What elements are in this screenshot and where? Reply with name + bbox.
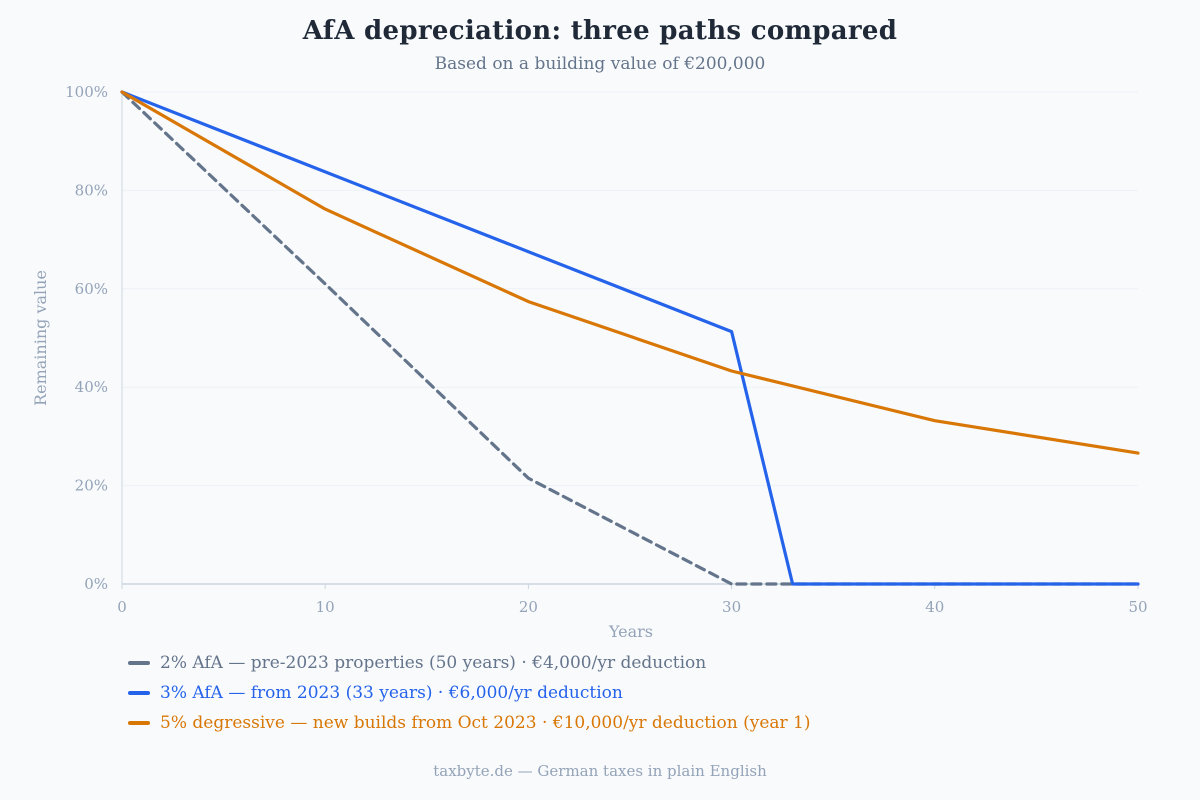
legend-item-3: 5% degressive — new builds from Oct 2023… xyxy=(128,708,811,738)
y-tick-label: 60% xyxy=(75,280,108,298)
legend-label: 5% degressive — new builds from Oct 2023… xyxy=(160,713,811,733)
legend-swatch xyxy=(128,691,150,695)
series-line-3 xyxy=(120,90,1140,455)
legend-item-1: 2% AfA — pre-2023 properties (50 years) … xyxy=(128,648,811,678)
series-line-1 xyxy=(120,90,1140,586)
legend-item-2: 3% AfA — from 2023 (33 years) · €6,000/y… xyxy=(128,678,811,708)
chart-title: AfA depreciation: three paths compared xyxy=(302,16,898,46)
axes: 0% 20% 40% 60% 80% 100% 0 10 20 30 40 50 xyxy=(65,83,1147,616)
legend-label: 2% AfA — pre-2023 properties (50 years) … xyxy=(160,653,707,673)
legend-swatch xyxy=(128,721,150,725)
footer-credit: taxbyte.de — German taxes in plain Engli… xyxy=(433,762,767,780)
series-line-2 xyxy=(120,90,1140,586)
y-tick-label: 40% xyxy=(75,378,108,396)
x-tick-label: 40 xyxy=(925,598,944,616)
x-tick-label: 50 xyxy=(1128,598,1147,616)
chart-legend: 2% AfA — pre-2023 properties (50 years) … xyxy=(128,648,811,738)
x-tick-label: 0 xyxy=(117,598,127,616)
y-tick-label: 20% xyxy=(75,477,108,495)
y-tick-label: 0% xyxy=(84,575,108,593)
x-tick-label: 30 xyxy=(722,598,741,616)
x-axis-label: Years xyxy=(608,622,653,641)
y-tick-label: 100% xyxy=(65,83,108,101)
series-lines xyxy=(120,90,1140,586)
chart-subtitle: Based on a building value of €200,000 xyxy=(434,54,766,74)
x-tick-label: 10 xyxy=(316,598,335,616)
y-tick-label: 80% xyxy=(75,181,108,199)
legend-swatch xyxy=(128,661,150,665)
x-tick-label: 20 xyxy=(519,598,538,616)
y-axis-label: Remaining value xyxy=(31,270,50,406)
legend-label: 3% AfA — from 2023 (33 years) · €6,000/y… xyxy=(160,683,623,703)
